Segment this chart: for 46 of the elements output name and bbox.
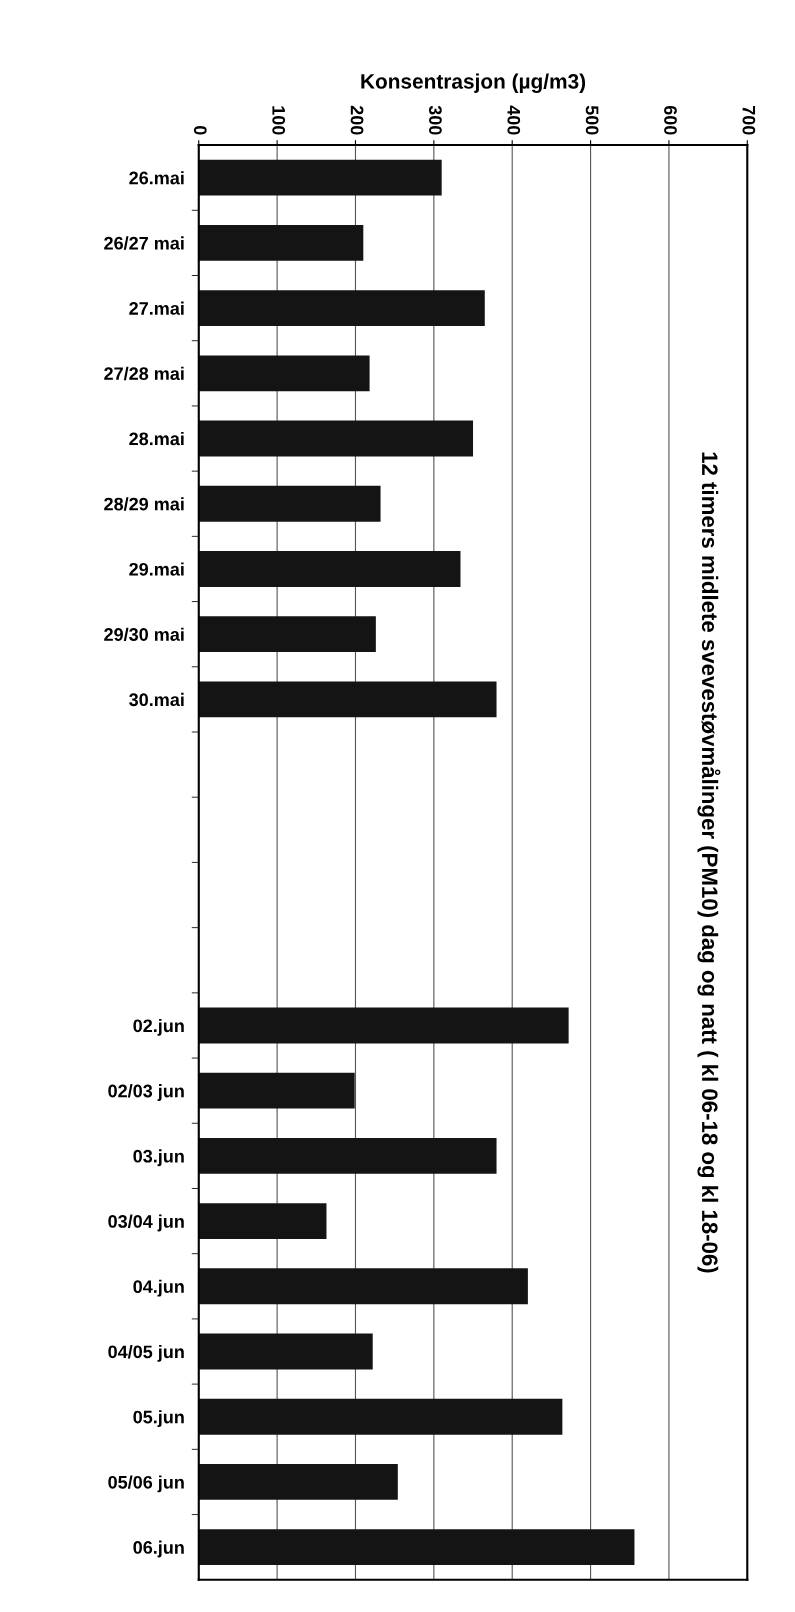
x-axis-title: Konsentrasjon (µg/m3) — [361, 73, 586, 93]
bar — [198, 1529, 635, 1566]
y-tick-label: 27/28 mai — [104, 366, 184, 381]
y-tick-label: 04.jun — [133, 1279, 184, 1297]
bar — [198, 1268, 528, 1305]
x-tick-label: 700 — [742, 106, 756, 135]
bar — [198, 1007, 569, 1044]
y-tick-label: 04/05 jun — [108, 1344, 184, 1362]
x-tick-label: 0 — [193, 126, 207, 135]
y-tick-label: 29/30 mai — [104, 627, 184, 642]
bar — [198, 355, 370, 392]
y-tick-label: 03.jun — [133, 1149, 184, 1167]
bar — [198, 1333, 373, 1370]
y-tick-label: 03/04 jun — [108, 1214, 184, 1232]
x-tick-label: 600 — [664, 105, 677, 135]
y-tick-label: 02/03 jun — [108, 1084, 184, 1101]
y-tick-label: 06.jun — [133, 1540, 184, 1558]
y-tick-label: 27.mai — [129, 301, 184, 315]
bar — [198, 681, 497, 718]
bar — [198, 1072, 355, 1109]
y-tick-label: 05/06 jun — [108, 1475, 184, 1493]
y-tick-label: 30.mai — [129, 692, 184, 707]
bar — [198, 485, 381, 522]
text: 12 timers midlete svevestøvmålinger (PM10) dag og natt ( kl 06-18 og kl 18-06) — [697, 452, 721, 1273]
bar — [198, 420, 474, 457]
x-tick-label: 300 — [428, 105, 442, 135]
x-tick-label: 100 — [272, 106, 286, 135]
y-tick-label: 28/29 mai — [104, 497, 184, 511]
y-tick-label: 26/27 mai — [104, 236, 184, 250]
y-tick-label: 05.jun — [133, 1410, 184, 1428]
bar — [198, 616, 376, 653]
x-tick-label: 500 — [585, 105, 599, 135]
bar — [198, 1137, 497, 1174]
y-tick-label: 02.jun — [133, 1018, 184, 1036]
y-tick-label: 28.mai — [129, 431, 184, 446]
bar — [198, 1464, 398, 1500]
y-tick-label: 26.mai — [129, 171, 184, 185]
bar — [198, 1203, 327, 1240]
bar — [198, 224, 364, 261]
bar — [198, 290, 485, 327]
bar — [198, 159, 442, 196]
y-tick-label: 29.mai — [129, 562, 184, 576]
x-tick-label: 200 — [350, 105, 364, 135]
bar — [198, 551, 461, 587]
x-tick-label: 400 — [507, 105, 521, 135]
bar — [198, 1398, 563, 1435]
